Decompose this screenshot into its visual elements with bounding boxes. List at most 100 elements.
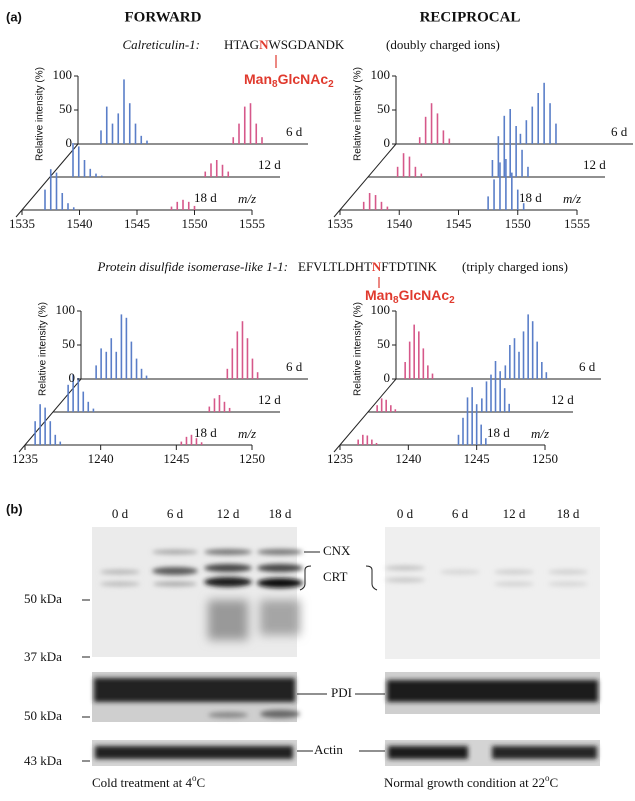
trace-label: 12 d (258, 392, 281, 407)
glycan-part: 2 (328, 79, 334, 90)
trace-label: 18 d (194, 425, 217, 440)
y-axis-label: Relative intensity (%) (35, 67, 46, 161)
trace-label: 6 d (286, 124, 303, 139)
lane-label: 12 d (217, 506, 240, 521)
blot-actin (92, 740, 600, 766)
glycan-part: Man (365, 287, 393, 303)
lane-label: 6 d (167, 506, 184, 521)
lane-label: 0 d (397, 506, 414, 521)
y-tick-label: 0 (384, 370, 391, 385)
x-axis-label: m/z (531, 426, 549, 441)
x-tick-label: 1250 (239, 451, 265, 466)
x-tick-label: 1240 (395, 451, 421, 466)
spectrum-panel: 1235 1240 1245 1250 m/z 6 d 12 d 18 d 0 50 100 Rela… (327, 302, 601, 466)
glycan-part: 2 (449, 295, 455, 306)
spectrum-panel: 1535 1540 1545 1550 1555 m/z 6 d 12 d 18 d 0 50 100… (327, 67, 633, 231)
peptide-sequence: HTAGNWSGDANDK (224, 37, 345, 52)
trace-label: 12 d (258, 157, 281, 172)
glycan: Man8GlcNAc2 (365, 287, 455, 306)
caption-part: Cold treatment at 4 (92, 775, 193, 790)
glycan-part: GlcNAc (399, 287, 450, 303)
protein-label: Actin (314, 742, 343, 757)
y-tick-label: 100 (56, 302, 76, 317)
sequence: EFVLTLDHT (298, 259, 372, 274)
trace-label: 6 d (611, 124, 628, 139)
x-tick-label: 1545 (124, 216, 150, 231)
marker-label: 37 kDa (24, 649, 62, 664)
marker-label: 43 kDa (24, 753, 62, 768)
depth-axis (15, 143, 79, 218)
lane-label: 18 d (269, 506, 292, 521)
trace-label: 18 d (487, 425, 510, 440)
spectrum-panel: 1235 1240 1245 1250 m/z 6 d 12 d 18 d 0 50 100 Rela… (12, 302, 308, 466)
caption-part: o (545, 773, 550, 783)
x-tick-label: 1540 (386, 216, 412, 231)
x-axis-label: m/z (238, 426, 256, 441)
x-tick-label: 1245 (163, 451, 189, 466)
blot-right-upper (385, 527, 600, 659)
panel-label: (b) (6, 501, 23, 516)
y-axis-label: Relative intensity (%) (353, 67, 364, 161)
charge-note: (triply charged ions) (462, 259, 568, 274)
y-tick-label: 50 (377, 101, 390, 116)
y-tick-label: 0 (384, 135, 391, 150)
protein-label: CNX (323, 543, 351, 558)
trace-label: 12 d (551, 392, 574, 407)
x-tick-label: 1555 (239, 216, 265, 231)
protein-labels: CNX CRT PDI Actin (297, 543, 385, 757)
sequence: FTDTINK (381, 259, 437, 274)
column-header: FORWARD (125, 9, 202, 25)
trace-label: 12 d (583, 157, 606, 172)
x-tick-label: 1250 (532, 451, 558, 466)
trace-label: 18 d (519, 190, 542, 205)
charge-note: (doubly charged ions) (386, 37, 500, 52)
marker-label: 50 kDa (24, 708, 62, 723)
glycan-part: Man (244, 71, 272, 87)
glyco-site: N (372, 259, 382, 274)
glyco-site: N (259, 37, 269, 52)
marker-label: 50 kDa (24, 591, 62, 606)
y-tick-label: 100 (371, 67, 391, 82)
markers: 50 kDa 37 kDa 50 kDa 43 kDa (24, 591, 90, 768)
lane-label: 18 d (557, 506, 580, 521)
lane-label: 0 d (112, 506, 129, 521)
y-tick-label: 100 (371, 302, 391, 317)
column-header: RECIPROCAL (420, 9, 521, 25)
caption-part: C (550, 775, 559, 790)
y-tick-label: 50 (62, 336, 75, 351)
glycan-part: 8 (272, 79, 278, 90)
y-axis-label: Relative intensity (%) (38, 302, 49, 396)
y-tick-label: 50 (377, 336, 390, 351)
trace-label: 6 d (579, 359, 596, 374)
y-tick-label: 50 (59, 101, 72, 116)
protein-label: PDI (331, 685, 352, 700)
sequence: HTAG (224, 37, 259, 52)
spectrum-panel: 1535 1540 1545 1550 1555 m/z 6 d 12 d 18 d 0 50 100… (9, 67, 308, 231)
trace-label: 18 d (194, 190, 217, 205)
x-tick-label: 1545 (446, 216, 472, 231)
x-tick-label: 1235 (327, 451, 353, 466)
x-axis-label: m/z (563, 191, 581, 206)
peptide-sequence: EFVLTLDHTNFTDTINK (298, 259, 438, 274)
glycan-part: 8 (393, 295, 399, 306)
glycan: Man8GlcNAc2 (244, 71, 334, 90)
lane-label: 6 d (452, 506, 469, 521)
caption-part: o (192, 773, 197, 783)
caption: Cold treatment at 4oC (92, 773, 205, 790)
glycan-part: GlcNAc (278, 71, 329, 87)
caption: Normal growth condition at 22oC (384, 773, 558, 790)
y-axis-label: Relative intensity (%) (353, 302, 364, 396)
y-tick-label: 0 (69, 370, 76, 385)
depth-axis (333, 143, 397, 218)
x-tick-label: 1540 (67, 216, 93, 231)
protein-label: CRT (323, 569, 348, 584)
y-tick-label: 0 (66, 135, 73, 150)
x-tick-label: 1240 (88, 451, 114, 466)
trace-label: 6 d (286, 359, 303, 374)
blot-left-upper (92, 527, 303, 657)
x-tick-label: 1245 (464, 451, 490, 466)
blot-pdi (92, 672, 600, 722)
x-tick-label: 1550 (505, 216, 531, 231)
bracket (299, 565, 312, 591)
